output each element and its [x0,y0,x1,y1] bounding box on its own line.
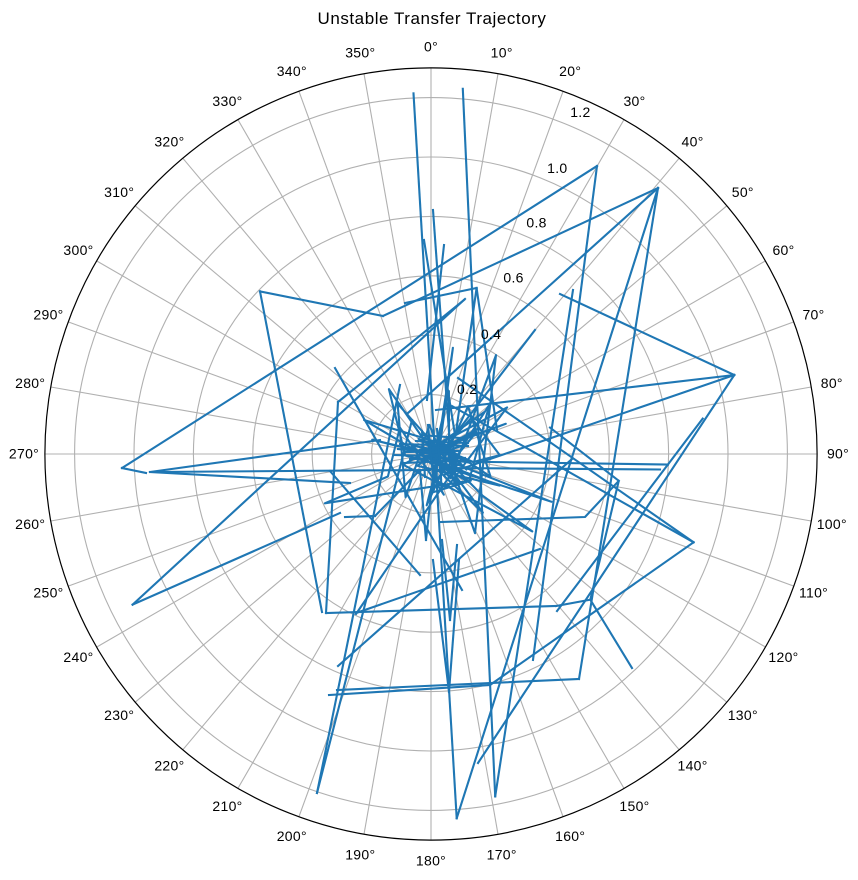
svg-text:150°: 150° [619,798,649,814]
svg-text:0.8: 0.8 [526,215,546,231]
svg-text:160°: 160° [555,828,585,844]
svg-text:270°: 270° [9,446,39,462]
svg-text:200°: 200° [277,828,307,844]
svg-text:350°: 350° [345,45,375,61]
svg-text:70°: 70° [802,306,824,322]
svg-text:1.2: 1.2 [570,104,590,120]
svg-text:300°: 300° [63,242,93,258]
svg-text:340°: 340° [277,63,307,79]
svg-text:260°: 260° [15,516,45,532]
svg-text:40°: 40° [682,134,704,150]
svg-text:1.0: 1.0 [547,160,567,176]
svg-text:110°: 110° [799,585,828,601]
svg-text:170°: 170° [487,846,517,862]
svg-text:Unstable Transfer Trajectory: Unstable Transfer Trajectory [318,9,547,28]
svg-text:320°: 320° [154,134,184,150]
svg-text:0.2: 0.2 [457,381,477,397]
svg-text:330°: 330° [212,93,242,109]
svg-text:290°: 290° [33,306,63,322]
svg-text:310°: 310° [104,184,134,200]
svg-text:0.6: 0.6 [503,270,523,286]
svg-text:0.4: 0.4 [481,326,501,342]
svg-text:10°: 10° [491,45,513,61]
svg-text:0°: 0° [424,39,438,55]
svg-text:130°: 130° [728,707,758,723]
svg-text:190°: 190° [345,846,375,862]
svg-text:100°: 100° [817,516,847,532]
svg-text:280°: 280° [15,375,45,391]
svg-text:20°: 20° [559,63,581,79]
svg-text:30°: 30° [623,93,645,109]
svg-text:230°: 230° [104,707,134,723]
svg-text:210°: 210° [212,798,242,814]
svg-text:90°: 90° [827,446,849,462]
svg-text:180°: 180° [416,853,446,869]
svg-text:120°: 120° [768,649,798,665]
svg-text:60°: 60° [772,242,794,258]
svg-text:240°: 240° [63,649,93,665]
svg-text:140°: 140° [678,757,708,773]
svg-text:250°: 250° [33,585,63,601]
svg-text:220°: 220° [154,757,184,773]
svg-text:50°: 50° [732,184,754,200]
svg-text:80°: 80° [821,375,843,391]
